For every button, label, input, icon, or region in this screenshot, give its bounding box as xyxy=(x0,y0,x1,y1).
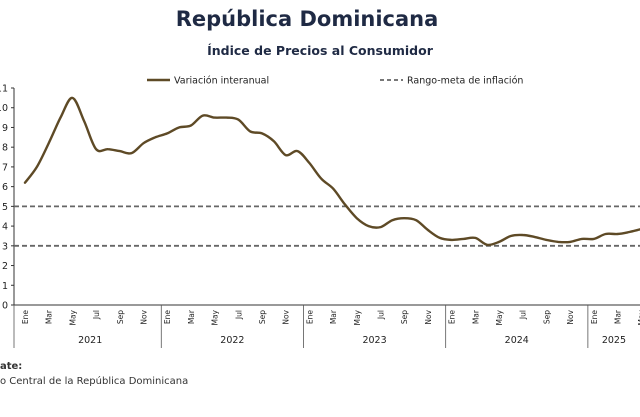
x-tick-label: May xyxy=(495,309,504,325)
x-tick-label: Ene xyxy=(163,310,172,324)
x-tick-label: Mar xyxy=(471,309,480,324)
y-tick-label: 7 xyxy=(2,162,8,173)
x-tick-label: Jul xyxy=(377,310,386,320)
x-tick-label: Mar xyxy=(45,309,54,324)
x-tick-label: May xyxy=(353,309,362,325)
year-label: 2021 xyxy=(78,335,102,346)
x-tick-label: Jul xyxy=(234,310,243,320)
y-tick-label: 4 xyxy=(2,222,8,233)
x-tick-label: Ene xyxy=(448,310,457,324)
x-tick-label: Nov xyxy=(140,309,149,324)
legend: Variación interanual Rango-meta de infla… xyxy=(147,76,523,87)
x-tick-label: Ene xyxy=(590,310,599,324)
legend-line-label: Variación interanual xyxy=(174,76,269,87)
x-tick-label: Sep xyxy=(542,310,551,324)
y-tick-label: 10 xyxy=(0,103,8,114)
x-axis: Ene Mar May Jul Sep Nov Ene Mar May Jul Sep Nov Ene M… xyxy=(13,304,640,348)
series-group xyxy=(23,96,640,247)
x-tick-label: May xyxy=(68,309,77,325)
source-label: ate: xyxy=(0,361,22,372)
y-tick-label: 3 xyxy=(2,241,8,252)
x-tick-label: Nov xyxy=(424,309,433,324)
legend-band-label: Rango-meta de inflación xyxy=(407,76,523,87)
source-text: o Central de la República Dominicana xyxy=(0,375,188,387)
year-label: 2024 xyxy=(505,335,529,346)
x-tick-label: May xyxy=(637,309,640,325)
target-band-lines xyxy=(14,205,640,247)
y-tick-label: 1 xyxy=(2,281,8,292)
y-tick-label: 0 xyxy=(2,301,8,312)
chart-subtitle: Índice de Precios al Consumidor xyxy=(207,43,434,58)
x-tick-label: Sep xyxy=(400,310,409,324)
y-tick-label: 6 xyxy=(2,182,8,193)
y-tick-label: 9 xyxy=(2,123,8,134)
x-tick-label: Mar xyxy=(329,309,338,324)
x-tick-label: Jul xyxy=(92,310,101,320)
year-label: 2022 xyxy=(220,335,244,346)
x-tick-label: May xyxy=(211,309,220,325)
year-label: 2023 xyxy=(362,335,386,346)
year-label: 2025 xyxy=(602,335,626,346)
source-note: ate: o Central de la República Dominican… xyxy=(0,361,188,387)
x-tick-label: Nov xyxy=(282,309,291,324)
x-tick-label: Mar xyxy=(614,309,623,324)
x-tick-label: Nov xyxy=(566,309,575,324)
y-tick-label: 5 xyxy=(2,202,8,213)
x-tick-label: Jul xyxy=(519,310,528,320)
x-tick-label: Mar xyxy=(187,309,196,324)
x-tick-label: Sep xyxy=(258,310,267,324)
y-tick-label: 11 xyxy=(0,84,8,95)
x-tick-label: Ene xyxy=(21,310,30,324)
y-tick-label: 2 xyxy=(2,261,8,272)
y-axis: 0 1 2 3 4 5 6 7 8 9 10 11 xyxy=(0,84,15,312)
y-tick-label: 8 xyxy=(2,143,8,154)
series-line-variacion-interanual xyxy=(23,96,640,247)
chart-title: República Dominicana xyxy=(176,7,439,31)
x-tick-label: Ene xyxy=(305,310,314,324)
x-tick-label: Sep xyxy=(116,310,125,324)
